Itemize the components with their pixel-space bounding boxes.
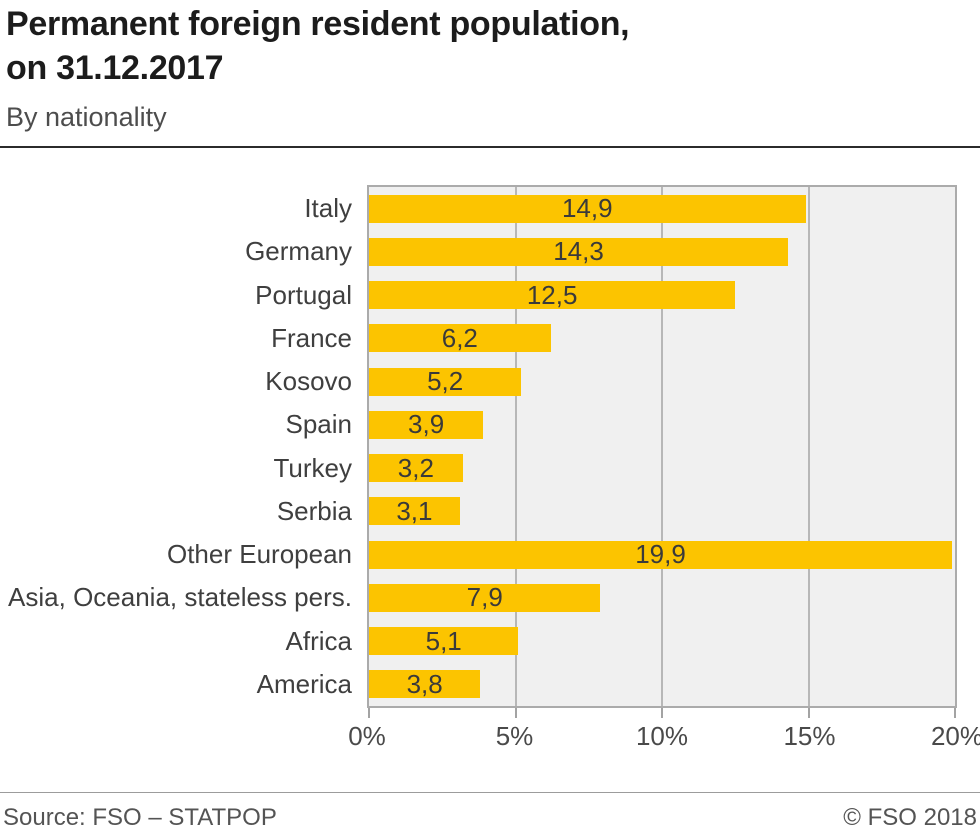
- bar-value-label: 12,5: [526, 279, 578, 310]
- header-divider: [0, 146, 980, 148]
- chart-row: Turkey 3,2: [0, 447, 980, 490]
- chart-row: Serbia 3,1: [0, 490, 980, 533]
- bar: 3,8: [369, 668, 481, 699]
- bar: 5,2: [369, 366, 522, 397]
- bar: 3,1: [369, 495, 460, 526]
- x-axis-tickmark: [368, 708, 370, 718]
- x-axis-tick-label: 5%: [495, 721, 534, 751]
- bar-track: 3,2: [369, 452, 955, 483]
- bar: 19,9: [369, 539, 953, 570]
- category-label: Asia, Oceania, stateless pers.: [8, 582, 352, 613]
- chart-row: Spain 3,9: [0, 403, 980, 446]
- x-axis: 0% 5% 10% 15% 20%: [348, 721, 980, 763]
- category-label: Germany: [245, 236, 352, 267]
- gridline: [807, 187, 810, 706]
- bar-value-label: 19,9: [635, 539, 686, 570]
- bar-chart: Italy 14,9 Germany 14,3 Portugal 12,5 France 6,…: [0, 185, 980, 765]
- bar-value-label: 14,3: [553, 236, 604, 267]
- bar-value-label: 7,9: [466, 582, 503, 613]
- bar: 12,5: [369, 279, 736, 310]
- bar: 5,1: [369, 625, 519, 656]
- chart-row: Other European 19,9: [0, 533, 980, 576]
- category-label: America: [256, 668, 352, 699]
- bar: 14,3: [369, 236, 788, 267]
- bar-track: 5,1: [369, 625, 955, 656]
- bar: 3,9: [369, 409, 484, 440]
- bar-track: 3,1: [369, 495, 955, 526]
- bar: 6,2: [369, 322, 551, 353]
- copyright-text: © FSO 2018: [843, 804, 977, 831]
- chart-title: Permanent foreign resident population, o…: [6, 5, 630, 87]
- x-axis-tick-label: 20%: [930, 721, 980, 751]
- plot-area: [367, 185, 957, 718]
- bar: 7,9: [369, 582, 601, 613]
- x-axis-tickmark: [807, 708, 810, 718]
- gridline: [514, 187, 517, 706]
- bar-value-label: 3,8: [406, 668, 443, 699]
- category-label: Spain: [285, 409, 353, 440]
- bar-value-label: 3,1: [396, 495, 433, 526]
- x-axis-tick-label: 0%: [348, 721, 386, 751]
- bar-track: 7,9: [369, 582, 955, 613]
- bar-track: 19,9: [369, 539, 955, 570]
- x-axis-tick-label: 10%: [635, 721, 689, 751]
- bar-track: 14,9: [369, 193, 955, 224]
- source-text: Source: FSO – STATPOP: [3, 804, 277, 831]
- chart-row: Portugal 12,5: [0, 274, 980, 317]
- chart-row: Kosovo 5,2: [0, 360, 980, 403]
- category-label: Portugal: [255, 279, 352, 310]
- chart-subtitle: By nationality: [6, 102, 167, 132]
- chart-row: Asia, Oceania, stateless pers. 7,9: [0, 576, 980, 619]
- chart-row: Italy 14,9: [0, 187, 980, 230]
- header: Permanent foreign resident population, o…: [6, 2, 974, 133]
- x-axis-tickmark: [661, 708, 663, 718]
- category-label: Serbia: [276, 495, 352, 526]
- bar: 14,9: [369, 193, 806, 224]
- bar-track: 6,2: [369, 322, 955, 353]
- chart-row: Africa 5,1: [0, 620, 980, 663]
- category-label: Kosovo: [265, 366, 352, 397]
- bar-value-label: 5,2: [427, 366, 464, 397]
- bar-track: 3,9: [369, 409, 955, 440]
- bar-value-label: 14,9: [561, 193, 613, 224]
- category-label: Other European: [166, 539, 352, 570]
- bar: 3,2: [369, 452, 463, 483]
- chart-row: France 6,2: [0, 317, 980, 360]
- category-label: France: [271, 322, 352, 353]
- category-label: Turkey: [273, 452, 353, 483]
- bar-value-label: 3,9: [408, 409, 445, 440]
- chart-row: America 3,8: [0, 663, 980, 706]
- gridline: [661, 187, 663, 706]
- bar-track: 12,5: [369, 279, 955, 310]
- chart-rows: Italy 14,9 Germany 14,3 Portugal 12,5 France 6,…: [0, 187, 980, 706]
- bar-track: 14,3: [369, 236, 955, 267]
- bar-track: 5,2: [369, 366, 955, 397]
- category-label: Italy: [304, 193, 352, 224]
- chart-row: Germany 14,3: [0, 230, 980, 273]
- x-axis-tickmark: [514, 708, 517, 718]
- bar-value-label: 5,1: [425, 625, 462, 656]
- footer: Source: FSO – STATPOP © FSO 2018: [0, 792, 980, 832]
- x-axis-tick-label: 15%: [783, 721, 836, 751]
- bar-track: 3,8: [369, 668, 955, 699]
- bar-value-label: 6,2: [441, 322, 478, 353]
- bar-value-label: 3,2: [397, 452, 434, 483]
- x-axis-tickmark: [954, 708, 956, 718]
- category-label: Africa: [285, 625, 352, 656]
